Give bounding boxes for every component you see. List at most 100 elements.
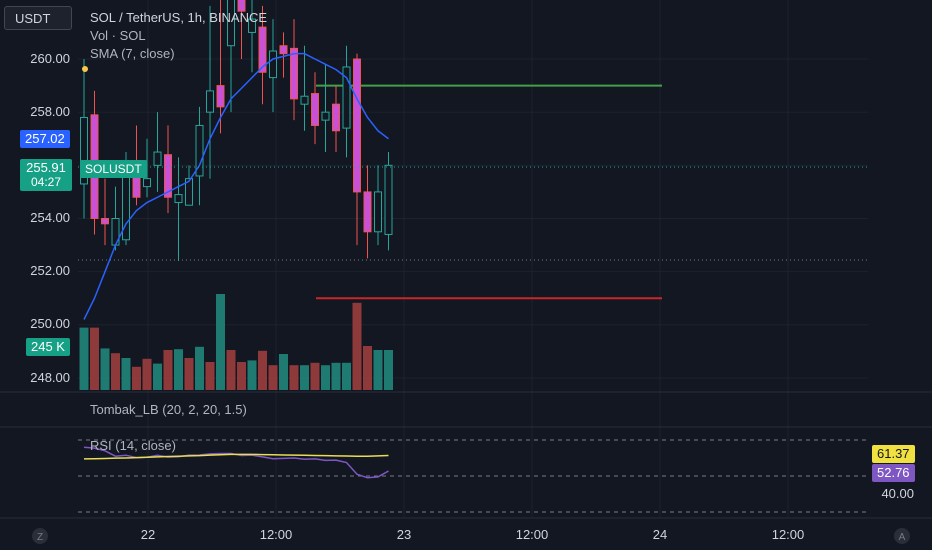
volume-bar: [300, 365, 309, 390]
candle-body: [342, 66, 351, 129]
candle-body: [174, 194, 183, 204]
price-tick: 254.00: [30, 210, 70, 225]
candle-body: [311, 93, 319, 126]
price-tick: 252.00: [30, 263, 70, 278]
rsi-ma-value: 61.37: [877, 446, 910, 461]
candle-body: [279, 45, 288, 55]
volume-bar: [100, 348, 110, 390]
z-label: Z: [37, 532, 43, 543]
candle-body: [353, 58, 361, 193]
alert-marker-icon: [82, 66, 88, 72]
candle-body: [227, 0, 235, 47]
volume-bar: [142, 358, 152, 390]
candle-body: [258, 26, 267, 73]
candle-body: [164, 154, 172, 198]
volume-bar: [342, 362, 351, 390]
highlight-price-tag: 257.02: [20, 130, 70, 148]
rsi-ma-tag: 61.37: [872, 445, 915, 463]
volume-bar: [132, 366, 141, 390]
symbol-tag-label: SOLUSDT: [85, 162, 142, 176]
volume-bar: [289, 365, 299, 390]
volume-bar: [121, 358, 131, 390]
levels: [316, 84, 662, 300]
symbol-title[interactable]: SOL / TetherUS, 1h, BINANCE: [90, 10, 267, 25]
volume-legend[interactable]: Vol · SOL: [90, 28, 146, 43]
time-label: 12:00: [516, 527, 549, 542]
rsi-pane: [78, 439, 868, 513]
price-tick: 260.00: [30, 51, 70, 66]
sma-line: [83, 52, 389, 320]
candle-body: [101, 218, 109, 225]
volume-tag: 245 K: [26, 338, 70, 356]
volume-bar: [331, 362, 341, 390]
tombak-legend[interactable]: Tombak_LB (20, 2, 20, 1.5): [90, 402, 247, 417]
price-tick: 250.00: [30, 316, 70, 331]
candle-body: [384, 164, 393, 235]
volume-bar: [174, 349, 183, 390]
volume-bar: [226, 350, 236, 390]
volume-value: 245 K: [31, 339, 65, 354]
volume-bar: [79, 327, 89, 390]
time-label: 24: [653, 527, 667, 542]
auto-scale-right-button[interactable]: A: [894, 528, 910, 544]
candle-body: [374, 191, 382, 233]
volume-bar: [153, 363, 162, 390]
highlight-price: 257.02: [25, 131, 65, 146]
a-label: A: [899, 532, 906, 543]
time-label: 12:00: [772, 527, 805, 542]
grid: [78, 0, 868, 518]
rsi-tick: 40.00: [881, 486, 914, 501]
candle-body: [290, 47, 298, 100]
candle-body: [206, 90, 214, 113]
volume-bar: [195, 346, 204, 390]
volume-bar: [321, 365, 330, 390]
price-tick: 258.00: [30, 104, 70, 119]
time-label: 12:00: [260, 527, 293, 542]
candle-body: [269, 50, 277, 79]
candle-body: [153, 151, 162, 166]
rsi-value: 52.76: [877, 465, 910, 480]
volume-bar: [258, 350, 267, 390]
volume-bar: [279, 354, 288, 390]
candle-body: [143, 178, 151, 188]
volume-bar: [268, 365, 278, 390]
current-price: 255.91: [26, 160, 66, 175]
rsi-tag: 52.76: [872, 464, 915, 482]
auto-scale-left-button[interactable]: Z: [32, 528, 48, 544]
volume-bar: [205, 362, 215, 390]
rsi-legend[interactable]: RSI (14, close): [90, 438, 176, 453]
bar-countdown: 04:27: [30, 175, 62, 189]
current-price-tag: 255.91 04:27: [20, 159, 72, 191]
symbol-tag: SOLUSDT: [80, 160, 147, 178]
volume-bar: [352, 302, 362, 390]
volume-bar: [310, 362, 320, 390]
currency-label: USDT: [15, 11, 51, 26]
candle-body: [363, 191, 372, 233]
volume-bar: [90, 327, 99, 390]
time-label: 23: [397, 527, 411, 542]
volume-bar: [363, 346, 372, 390]
candle-body: [80, 116, 88, 185]
volume-bar: [216, 294, 225, 390]
volume-bar: [247, 360, 257, 390]
volume-bar: [237, 362, 246, 390]
volume-bar: [373, 350, 383, 390]
time-label: 22: [141, 527, 155, 542]
candle-body: [216, 85, 225, 108]
candle-body: [332, 103, 340, 132]
candle-body: [185, 178, 193, 206]
candle-body: [321, 111, 330, 121]
rsi-ma-line: [83, 453, 389, 460]
volume-bar: [163, 350, 173, 390]
sma-legend[interactable]: SMA (7, close): [90, 46, 175, 61]
currency-button[interactable]: USDT: [4, 6, 72, 30]
candle-body: [237, 0, 246, 12]
candle-body: [195, 124, 204, 177]
candle-body: [248, 18, 256, 33]
sma-polyline: [83, 52, 389, 320]
volume-bar: [111, 353, 120, 390]
volume-bar: [184, 358, 194, 390]
volume-bars: [79, 294, 393, 390]
